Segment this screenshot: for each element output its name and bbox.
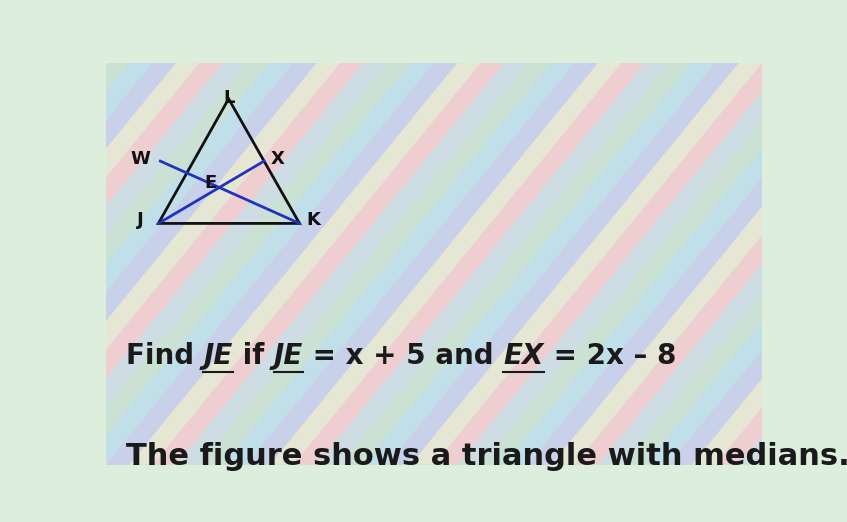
Text: E: E (204, 174, 216, 192)
Polygon shape (387, 63, 847, 465)
Polygon shape (809, 63, 847, 465)
Polygon shape (130, 63, 847, 465)
Text: = 2x – 8: = 2x – 8 (544, 342, 676, 370)
Polygon shape (363, 63, 847, 465)
Polygon shape (457, 63, 847, 465)
Text: J: J (137, 211, 144, 230)
Polygon shape (435, 63, 847, 465)
Text: EX: EX (503, 342, 544, 370)
Text: JE: JE (274, 342, 303, 370)
Polygon shape (82, 63, 847, 465)
Polygon shape (0, 63, 575, 465)
Polygon shape (739, 63, 847, 465)
Polygon shape (645, 63, 847, 465)
Polygon shape (36, 63, 847, 465)
Text: W: W (130, 150, 151, 168)
Polygon shape (0, 63, 130, 465)
Polygon shape (0, 63, 411, 465)
Polygon shape (0, 63, 106, 465)
Polygon shape (0, 63, 152, 465)
Polygon shape (668, 63, 847, 465)
Polygon shape (176, 63, 847, 465)
Polygon shape (762, 63, 847, 465)
Polygon shape (0, 63, 270, 465)
Polygon shape (411, 63, 847, 465)
Text: = x + 5 and: = x + 5 and (303, 342, 503, 370)
Polygon shape (0, 63, 847, 465)
Text: Find: Find (125, 342, 203, 370)
Polygon shape (0, 63, 200, 465)
Polygon shape (0, 63, 176, 465)
Polygon shape (0, 63, 692, 465)
Polygon shape (0, 63, 435, 465)
Text: JE: JE (203, 342, 233, 370)
Polygon shape (692, 63, 847, 465)
Polygon shape (716, 63, 847, 465)
Polygon shape (0, 63, 716, 465)
Text: L: L (223, 89, 235, 107)
Polygon shape (270, 63, 847, 465)
Polygon shape (0, 63, 645, 465)
Polygon shape (551, 63, 847, 465)
Polygon shape (0, 63, 223, 465)
Polygon shape (0, 63, 551, 465)
Text: K: K (306, 211, 320, 230)
Polygon shape (0, 63, 528, 465)
Polygon shape (200, 63, 847, 465)
Polygon shape (12, 63, 847, 465)
Polygon shape (622, 63, 847, 465)
Polygon shape (106, 63, 847, 465)
Polygon shape (0, 63, 668, 465)
Text: X: X (271, 150, 285, 168)
Polygon shape (528, 63, 847, 465)
Polygon shape (0, 63, 317, 465)
Polygon shape (246, 63, 847, 465)
Polygon shape (0, 63, 340, 465)
Polygon shape (0, 63, 481, 465)
Polygon shape (0, 63, 847, 465)
Polygon shape (0, 63, 622, 465)
Polygon shape (0, 63, 505, 465)
Polygon shape (0, 63, 847, 465)
Polygon shape (0, 63, 387, 465)
Polygon shape (505, 63, 847, 465)
Polygon shape (317, 63, 847, 465)
Text: The figure shows a triangle with medians.: The figure shows a triangle with medians… (125, 443, 847, 471)
Polygon shape (0, 63, 847, 465)
Polygon shape (0, 63, 363, 465)
Polygon shape (0, 63, 762, 465)
Polygon shape (223, 63, 847, 465)
Polygon shape (833, 63, 847, 465)
Text: if: if (233, 342, 274, 370)
Polygon shape (152, 63, 847, 465)
Polygon shape (575, 63, 847, 465)
Polygon shape (0, 63, 598, 465)
Polygon shape (0, 63, 847, 465)
Polygon shape (0, 63, 833, 465)
Polygon shape (0, 63, 847, 465)
Polygon shape (0, 63, 246, 465)
Polygon shape (0, 63, 457, 465)
Polygon shape (481, 63, 847, 465)
Polygon shape (598, 63, 847, 465)
Polygon shape (0, 63, 786, 465)
Polygon shape (293, 63, 847, 465)
Polygon shape (0, 63, 809, 465)
Polygon shape (786, 63, 847, 465)
Polygon shape (340, 63, 847, 465)
Polygon shape (59, 63, 847, 465)
Polygon shape (0, 63, 739, 465)
Polygon shape (0, 63, 293, 465)
